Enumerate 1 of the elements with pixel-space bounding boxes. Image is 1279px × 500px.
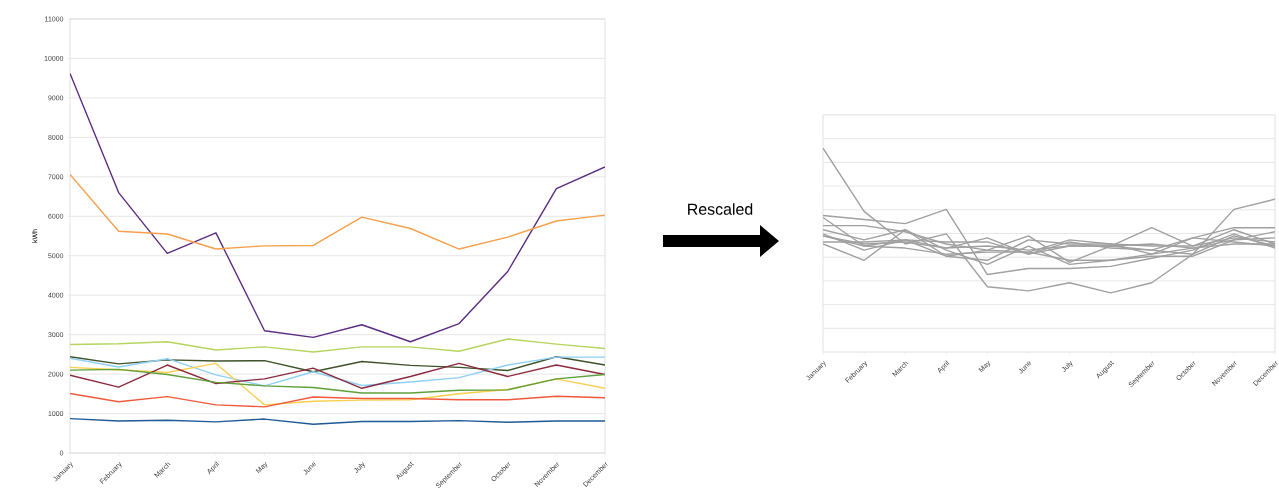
text: Rescaled [688, 203, 753, 215]
